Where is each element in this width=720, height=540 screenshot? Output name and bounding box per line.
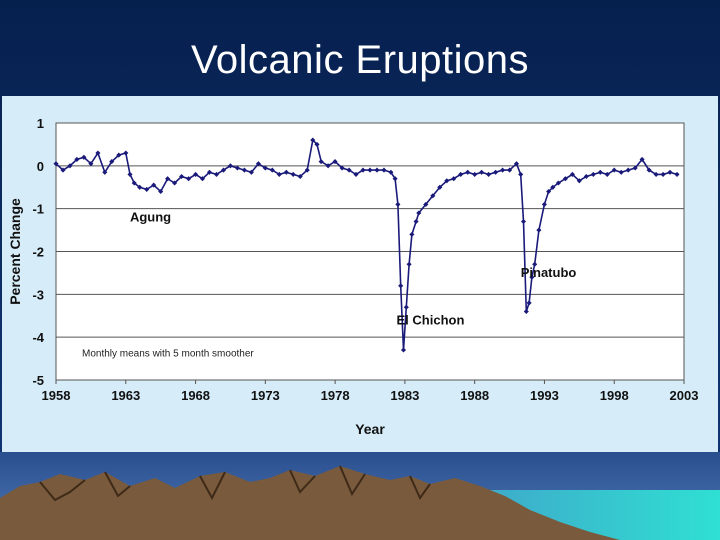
x-tick-label: 1993 [530,388,559,403]
grid [55,122,685,381]
mountain-ridge-shading [39,465,431,502]
y-tick-label: -5 [32,373,44,388]
data-point [526,300,532,306]
x-axis-label: Year [355,421,385,437]
annotation-label: El Chichon [397,312,465,327]
x-tick-label: 1978 [321,388,350,403]
data-point [67,163,73,169]
y-tick-label: 1 [37,116,44,131]
data-point [151,182,157,188]
x-tick-label: 1973 [251,388,280,403]
y-tick-label: -4 [32,330,44,345]
y-tick-label: -2 [32,245,44,260]
mountain-landscape-illustration [0,452,720,540]
x-tick-label: 1963 [111,388,140,403]
data-point [500,167,506,173]
data-point [53,161,59,167]
data-point [165,176,171,182]
y-tick-label: 0 [37,159,44,174]
data-point [332,159,338,165]
x-tick-label: 1983 [390,388,419,403]
data-point [172,180,178,186]
annotation-label: Agung [130,210,171,225]
data-point [199,176,206,182]
slide-title: Volcanic Eruptions [190,38,530,82]
data-point [74,156,80,162]
x-tick-label: 1958 [42,388,71,403]
x-tick-label: 2003 [670,388,699,403]
mountain-range [0,466,620,540]
data-point [555,180,561,186]
data-point [81,154,87,160]
data-point [318,159,324,165]
data-point [137,184,143,190]
chart-panel: 1 0 -1 -2 -3 -4 -5 1958 1963 1968 1973 1978 1983 1988… [2,96,718,452]
y-tick-label: -1 [32,202,44,217]
x-tick-label: 1968 [181,388,210,403]
data-point [451,176,457,182]
data-point [536,227,542,233]
data-point [60,167,66,173]
data-point [234,165,240,171]
data-point [248,169,254,175]
data-point [220,167,227,173]
x-tick-label: 1988 [460,388,489,403]
data-point [206,169,213,175]
data-point [116,152,122,158]
data-point [507,167,513,173]
data-point [179,173,185,180]
data-point [227,163,233,169]
annotation-label: Pinatubo [521,265,577,280]
data-point [158,188,164,195]
data-point [346,167,352,173]
data-point [186,176,192,182]
y-tick-label: -3 [32,287,44,302]
chart-note: Monthly means with 5 month smoother [82,348,254,359]
data-point [392,176,398,182]
x-tick-label: 1998 [600,388,629,403]
data-point [241,167,247,173]
data-point [131,180,137,186]
data-point [304,167,310,173]
y-axis-label: Percent Change [7,198,23,305]
data-point [102,169,108,175]
labels: Agung El Chichon Pinatubo Monthly means wit… [82,210,576,360]
